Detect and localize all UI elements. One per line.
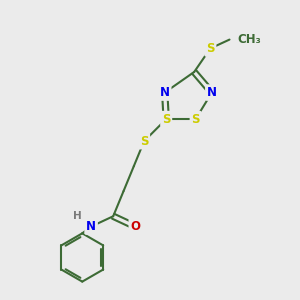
- Text: S: S: [140, 135, 148, 148]
- Text: N: N: [160, 86, 170, 99]
- Text: S: S: [191, 112, 200, 126]
- Text: S: S: [206, 42, 214, 55]
- Text: CH₃: CH₃: [238, 33, 261, 46]
- Text: N: N: [86, 220, 96, 233]
- Text: O: O: [130, 220, 140, 233]
- Text: S: S: [162, 112, 170, 126]
- Text: N: N: [207, 86, 217, 99]
- Text: H: H: [74, 211, 82, 221]
